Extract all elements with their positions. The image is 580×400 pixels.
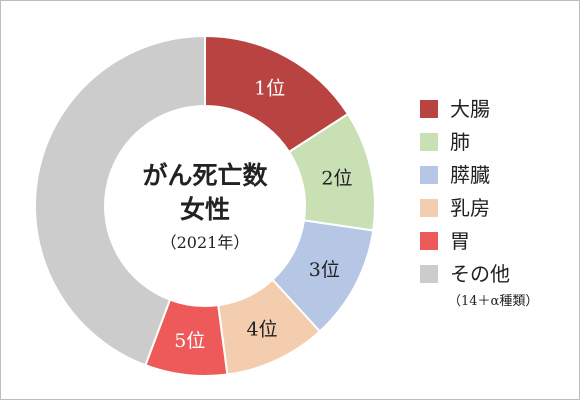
slice-label-3: 3位 xyxy=(309,259,340,281)
slice-label-2: 2位 xyxy=(321,167,352,189)
slice-6 xyxy=(34,34,206,367)
legend-note: （14＋α種類） xyxy=(448,293,538,309)
center-title-line-1: がん死亡数 xyxy=(142,161,268,190)
legend-label-1: 大腸 xyxy=(450,97,490,121)
legend-swatch-4 xyxy=(420,199,438,217)
legend-label-3: 膵臓 xyxy=(450,163,490,187)
legend-label-5: 胃 xyxy=(450,229,470,253)
legend-swatch-3 xyxy=(420,166,438,184)
slice-labels: 1位 2位 3位 4位 5位 xyxy=(174,77,352,352)
legend-label-4: 乳房 xyxy=(450,196,490,220)
legend-label-2: 肺 xyxy=(450,130,470,154)
legend-swatch-1 xyxy=(420,100,438,118)
legend-label-6: その他 xyxy=(450,262,510,286)
slice-label-4: 4位 xyxy=(247,318,278,340)
slice-label-5: 5位 xyxy=(174,330,205,352)
slice-label-1: 1位 xyxy=(254,77,285,99)
center-subtitle: （2021年） xyxy=(161,233,250,252)
donut-slices xyxy=(34,34,376,377)
legend-swatch-2 xyxy=(420,133,438,151)
legend-swatch-5 xyxy=(420,232,438,250)
center-title-line-2: 女性 xyxy=(180,195,230,224)
legend-swatch-6 xyxy=(420,265,438,283)
